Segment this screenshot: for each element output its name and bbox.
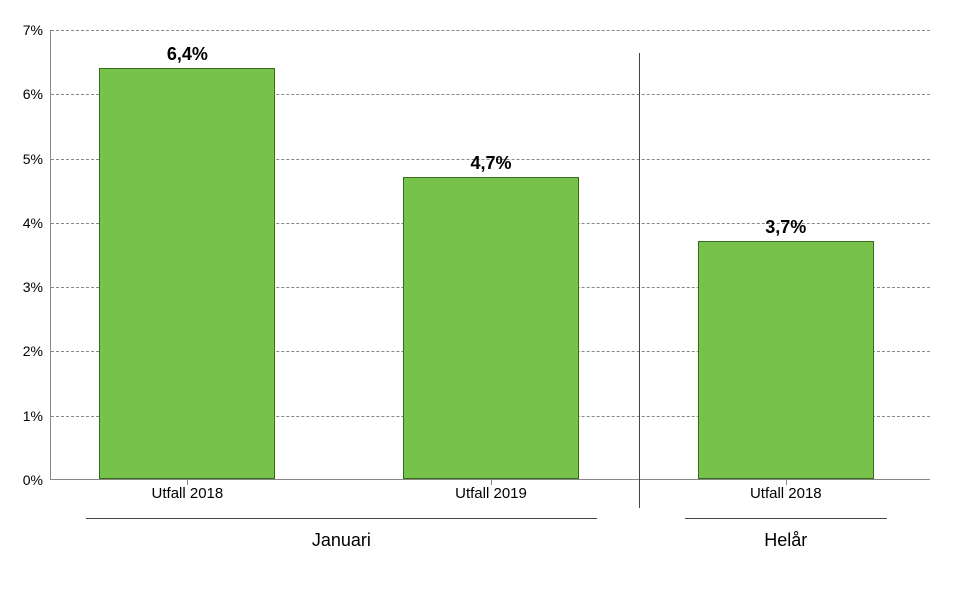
bar: 6,4%	[99, 68, 275, 479]
bar-chart: 0%1%2%3%4%5%6%7%6,4%Utfall 20184,7%Utfal…	[0, 0, 967, 590]
group-underline	[86, 518, 596, 519]
y-tick-label: 5%	[23, 151, 51, 167]
x-tick-label: Utfall 2019	[455, 479, 527, 502]
group-label: Januari	[312, 530, 371, 551]
y-tick-label: 2%	[23, 343, 51, 359]
y-tick-label: 0%	[23, 472, 51, 488]
plot-area: 0%1%2%3%4%5%6%7%6,4%Utfall 20184,7%Utfal…	[50, 30, 930, 480]
y-tick-label: 7%	[23, 22, 51, 38]
gridline	[51, 30, 930, 31]
bar: 4,7%	[403, 177, 579, 479]
y-tick-label: 3%	[23, 279, 51, 295]
group-underline	[685, 518, 887, 519]
bar-value-label: 3,7%	[765, 217, 806, 242]
y-tick-label: 4%	[23, 215, 51, 231]
y-tick-label: 6%	[23, 86, 51, 102]
bar: 3,7%	[698, 241, 874, 479]
x-tick-label: Utfall 2018	[152, 479, 224, 502]
group-label: Helår	[764, 530, 807, 551]
x-tick-label: Utfall 2018	[750, 479, 822, 502]
bar-value-label: 4,7%	[470, 153, 511, 178]
group-divider	[639, 53, 640, 509]
y-tick-label: 1%	[23, 408, 51, 424]
bar-value-label: 6,4%	[167, 44, 208, 69]
